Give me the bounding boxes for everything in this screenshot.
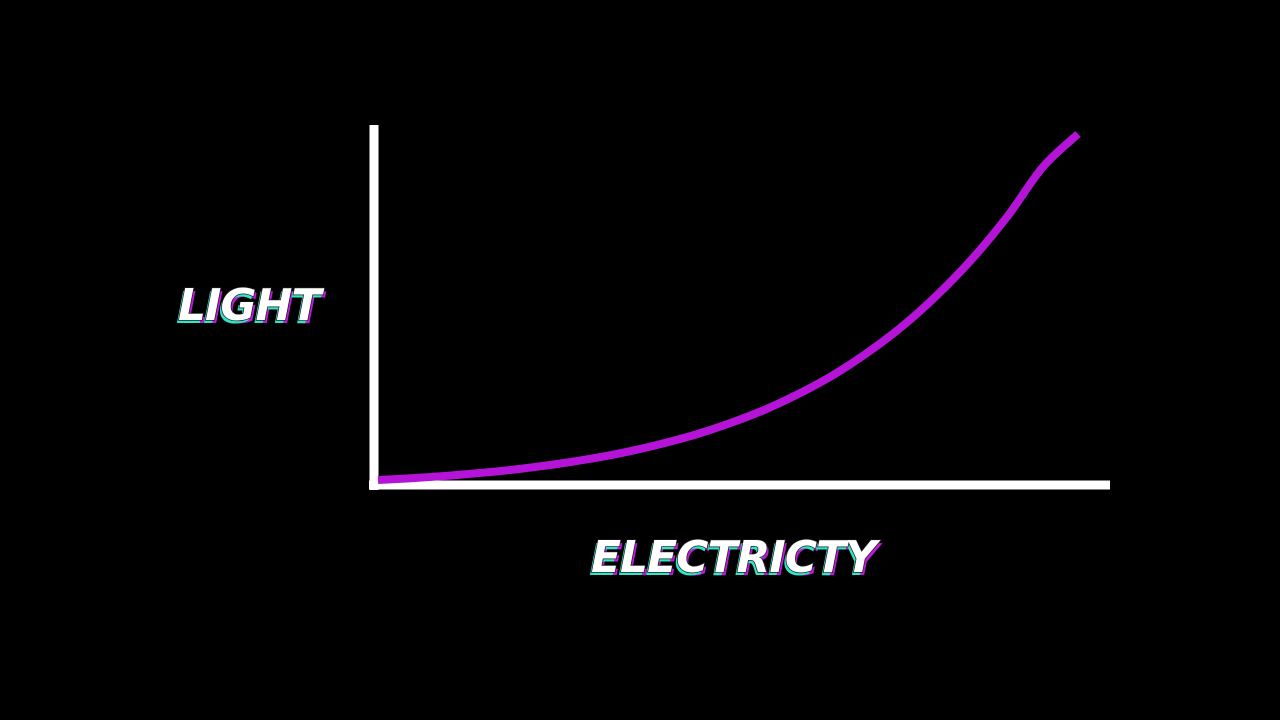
x-axis-label-group: ELECTRICTY ELECTRICTY ELECTRICTY: [589, 532, 883, 586]
x-axis-label: ELECTRICTY: [591, 532, 881, 583]
y-axis-label: LIGHT: [178, 280, 324, 331]
y-axis-label-group: LIGHT LIGHT LIGHT: [176, 280, 326, 334]
series-line-curve: [378, 134, 1078, 480]
